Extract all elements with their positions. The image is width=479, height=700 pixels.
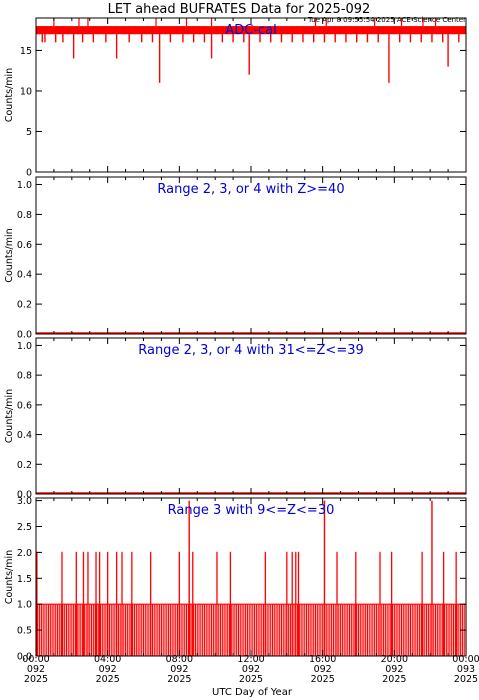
plot-frame: [35, 337, 467, 495]
y-tick-label: 0.0: [17, 490, 32, 501]
y-tick-label: 0.8: [17, 210, 32, 221]
panel-title: Range 2, 3, or 4 with Z>=40: [157, 182, 344, 197]
y-axis-label: Counts/min: [4, 389, 15, 443]
y-tick-label: 3.0: [17, 496, 32, 507]
y-tick-label: 1.0: [17, 180, 32, 191]
y-tick-label: 0.4: [17, 430, 32, 441]
panel-title: ADC-cal: [225, 23, 276, 38]
y-tick-label: 0.6: [17, 240, 32, 251]
y-tick-label: 0.2: [17, 460, 32, 471]
plot-frame: [35, 17, 467, 173]
chart-panel-3: 0.0 0.2 0.4 0.6 0.8 1.0 Counts/min Range 2, 3, …: [4, 337, 467, 501]
y-tick-label: 0.8: [17, 371, 32, 382]
x-tick-time: 04:00: [94, 654, 121, 665]
y-axis-label: Counts/min: [4, 68, 15, 122]
y-tick-label: 0.0: [17, 330, 32, 341]
y-tick-label: 1.5: [17, 574, 32, 585]
x-tick-day: 092: [170, 664, 188, 675]
y-tick-label: 2.5: [17, 522, 32, 533]
x-tick-day: 092: [99, 664, 117, 675]
y-tick-label: 2.0: [17, 548, 32, 559]
figure-title: LET ahead BUFRATES Data for 2025-092: [108, 2, 371, 17]
y-tick-label: 10: [20, 86, 32, 97]
y-tick-label: 1.0: [17, 341, 32, 352]
x-tick-year: 2025: [24, 674, 48, 685]
y-tick-label: 0.2: [17, 300, 32, 311]
x-tick-year: 2025: [311, 674, 335, 685]
chart-panel-1: 0 5 10 15 Counts/min ADC-cal: [4, 17, 467, 179]
x-tick-time: 12:00: [237, 654, 264, 665]
y-tick-label: 0.6: [17, 400, 32, 411]
x-tick-day: 092: [242, 664, 260, 675]
y-axis-label: Counts/min: [4, 550, 15, 604]
x-tick-day: 092: [27, 664, 45, 675]
x-tick-time: 00:00: [22, 654, 49, 665]
y-tick-label: 1.0: [17, 600, 32, 611]
panel-title: Range 2, 3, or 4 with 31<=Z<=39: [138, 343, 364, 358]
x-tick-year: 2025: [239, 674, 263, 685]
x-tick-year: 2025: [96, 674, 120, 685]
figure-subtitle: Tue Apr 8 09:55:54 2025 ACE Science Cent…: [307, 16, 466, 24]
x-tick-day: 093: [457, 664, 475, 675]
x-tick-time: 16:00: [309, 654, 336, 665]
y-tick-label: 0.4: [17, 270, 32, 281]
y-tick-label: 0: [26, 168, 32, 179]
panels: 0 5 10 15 Counts/min ADC-cal 0.0 0.2 0.4 0.6 0.8 1.…: [4, 17, 467, 663]
chart-panel-2: 0.0 0.2 0.4 0.6 0.8 1.0 Counts/min Range 2, 3, …: [4, 176, 467, 341]
x-tick-year: 2025: [167, 674, 191, 685]
x-tick-time: 20:00: [381, 654, 408, 665]
x-tick-year: 2025: [382, 674, 406, 685]
x-axis: 00:00092202504:00092202508:00092202512:0…: [22, 654, 479, 685]
chart-panel-4: 0.0 0.5 1.0 1.5 2.0 2.5 3.0 Counts/min Range 3 w…: [4, 496, 467, 663]
x-tick-day: 092: [314, 664, 332, 675]
y-axis-label: Counts/min: [4, 228, 15, 282]
x-tick-year: 2025: [454, 674, 478, 685]
y-tick-label: 15: [20, 46, 32, 57]
data-series: [35, 500, 467, 656]
x-axis-label: UTC Day of Year: [212, 687, 293, 698]
x-tick-time: 00:00: [452, 654, 479, 665]
x-tick-time: 08:00: [166, 654, 193, 665]
data-band: [36, 26, 466, 35]
x-tick-day: 092: [385, 664, 403, 675]
y-tick-label: 0.0: [17, 652, 32, 663]
y-tick-label: 5: [26, 127, 32, 138]
y-tick-label: 0.5: [17, 626, 32, 637]
data-series: [36, 18, 466, 83]
panel-title: Range 3 with 9<=Z<=30: [168, 503, 335, 518]
plot-frame: [35, 176, 467, 335]
